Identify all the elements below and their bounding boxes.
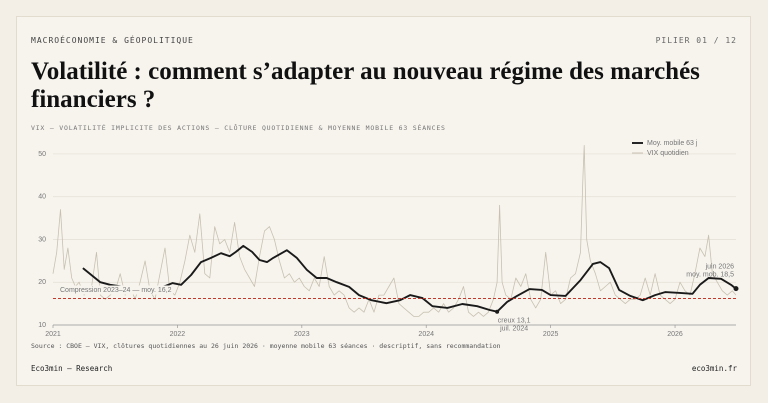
moving-average-line [82, 244, 737, 313]
card [16, 16, 751, 386]
x-tick-label: 2024 [418, 331, 434, 338]
y-tick-label: 20 [38, 279, 46, 286]
x-tick-label: 2022 [170, 331, 186, 338]
footer-right: eco3min.fr [691, 364, 737, 373]
vix-line [52, 145, 737, 317]
x-tick-label: 2026 [667, 331, 683, 338]
source: Source : CBOE — VIX, clôtures quotidienn… [31, 342, 501, 350]
x-tick-label: 2025 [543, 331, 559, 338]
end-label: moy. mob. 18,5 [686, 271, 734, 278]
end-date: juin 2026 [705, 263, 735, 270]
footer-left: Eco3min — Research [31, 364, 113, 373]
trough-date: juil. 2024 [499, 326, 528, 333]
y-tick-label: 40 [38, 194, 46, 201]
y-tick-label: 50 [38, 151, 46, 158]
x-tick-label: 2021 [45, 331, 61, 338]
label-background [57, 285, 173, 295]
x-tick-label: 2023 [294, 331, 310, 338]
legend-label: Moy. mobile 63 j [647, 140, 698, 147]
reference-label: Compression 2023–24 — moy. 16,2 [60, 287, 172, 294]
trough-label: creux 13,1 [498, 318, 531, 325]
y-tick-label: 10 [38, 322, 46, 329]
kicker: MACROÉCONOMIE & GÉOPOLITIQUE [31, 36, 194, 45]
end-marker [733, 286, 739, 292]
y-tick-label: 30 [38, 236, 46, 243]
pillar: PILIER 01 / 12 [655, 36, 737, 45]
chart-subtitle: VIX — VOLATILITÉ IMPLICITE DES ACTIONS —… [31, 124, 446, 132]
legend-label: VIX quotidien [647, 150, 689, 157]
trough-marker [495, 309, 500, 314]
title: Volatilité : comment s’adapter au nouvea… [31, 58, 700, 113]
